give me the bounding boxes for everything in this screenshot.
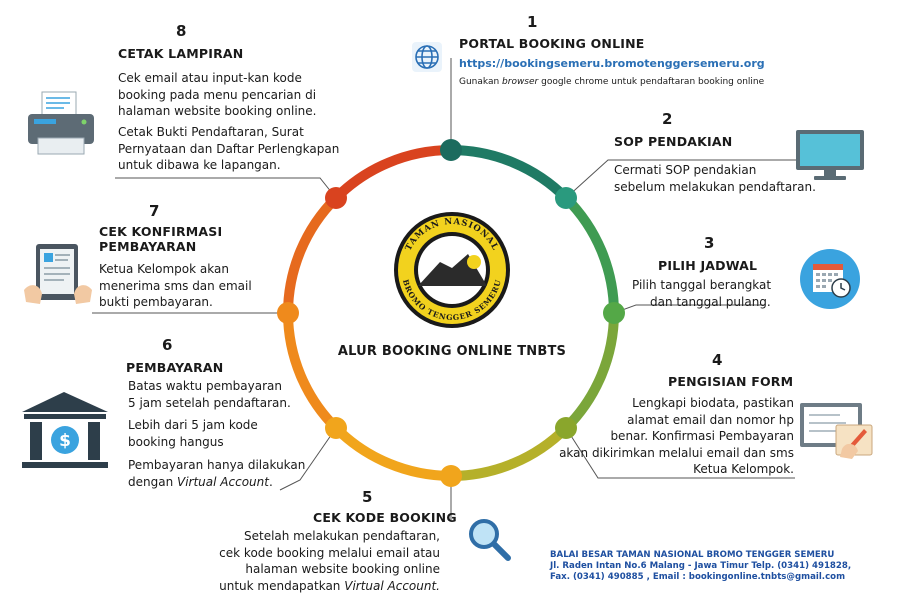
globe-icon — [412, 42, 442, 72]
ring-arc-6-7 — [283, 312, 340, 432]
step-2-number: 2 — [662, 110, 673, 128]
ring-arc-7-8 — [283, 194, 340, 314]
step-4-title: PENGISIAN FORM — [668, 374, 794, 389]
footer: BALAI BESAR TAMAN NASIONAL BROMO TENGGER… — [550, 550, 851, 583]
step-8-number: 8 — [176, 22, 187, 40]
ring-arc-2-3 — [562, 194, 619, 314]
step-2-text: Cermati SOP pendakian sebelum melakukan p… — [614, 163, 816, 194]
step-2-title: SOP PENDAKIAN — [614, 134, 733, 149]
logo: TAMAN NASIONAL BROMO TENGGER SEMERU — [394, 212, 510, 328]
node-5 — [440, 465, 462, 487]
step-6-title: PEMBAYARAN — [126, 360, 224, 375]
step-6-number: 6 — [162, 336, 173, 354]
monitor-icon — [796, 130, 864, 180]
step-5-text: Setelah melakukan pendaftaran, cek kode b… — [219, 529, 440, 593]
form-writing-icon — [800, 403, 873, 459]
ring — [283, 145, 619, 481]
step-6-text-1: Batas waktu pembayaran 5 jam setelah pend… — [128, 379, 291, 410]
footer-org: BALAI BESAR TAMAN NASIONAL BROMO TENGGER… — [550, 550, 835, 560]
step-1-url[interactable]: https://bookingsemeru.bromotenggersemeru… — [459, 57, 765, 70]
node-7 — [277, 302, 299, 324]
ring-arc-8-1 — [332, 145, 452, 202]
step-1-title: PORTAL BOOKING ONLINE — [459, 36, 645, 51]
step-7-title: CEK KONFIRMASI PEMBAYARAN — [99, 224, 223, 254]
node-8 — [325, 187, 347, 209]
footer-contact: Fax. (0341) 490885 , Email : bookingonli… — [550, 572, 846, 582]
bank-icon: $ — [22, 392, 108, 468]
nodes — [277, 139, 625, 487]
step-3-text: Pilih tanggal berangkat dan tanggal pulan… — [632, 278, 772, 309]
ring-arc-4-5 — [450, 424, 570, 481]
step-1-number: 1 — [527, 13, 538, 31]
step-4-text: Lengkapi biodata, pastikan alamat email d… — [559, 396, 794, 476]
diagram-title: ALUR BOOKING ONLINE TNBTS — [337, 344, 567, 359]
printer-icon — [28, 91, 94, 155]
step-4-number: 4 — [712, 351, 723, 369]
step-1-hint: Gunakan browser google chrome untuk pend… — [459, 77, 765, 87]
magnifier-icon — [469, 519, 511, 561]
footer-email[interactable]: bookingonline.tnbts@gmail.com — [688, 572, 846, 582]
step-7-text: Ketua Kelompok akan menerima sms dan emai… — [99, 262, 252, 309]
node-6 — [325, 417, 347, 439]
node-3 — [603, 302, 625, 324]
svg-text:$: $ — [59, 431, 71, 451]
step-5-number: 5 — [362, 488, 373, 506]
ring-arc-3-4 — [562, 312, 619, 432]
footer-address: Jl. Raden Intan No.6 Malang - Jawa Timur… — [550, 561, 852, 571]
ring-arc-5-6 — [332, 424, 452, 481]
calendar-icon — [800, 249, 860, 309]
node-2 — [555, 187, 577, 209]
step-8-text-1: Cek email atau input-kan kode booking pad… — [118, 71, 317, 118]
step-5-title: CEK KODE BOOKING — [313, 510, 457, 525]
node-1 — [440, 139, 462, 161]
step-6-text-2: Lebih dari 5 jam kode booking hangus — [128, 418, 258, 449]
step-3-number: 3 — [704, 234, 715, 252]
step-3-title: PILIH JADWAL — [658, 258, 758, 273]
ring-arc-1-2 — [450, 145, 570, 202]
node-4 — [555, 417, 577, 439]
step-8-title: CETAK LAMPIRAN — [118, 46, 244, 61]
step-7-number: 7 — [149, 202, 160, 220]
step-6-text-3: Pembayaran hanya dilakukan dengan Virtua… — [128, 458, 306, 489]
tablet-hands-icon — [24, 244, 92, 304]
step-8-text-2: Cetak Bukti Pendaftaran, Surat Pernyataan… — [118, 125, 340, 172]
